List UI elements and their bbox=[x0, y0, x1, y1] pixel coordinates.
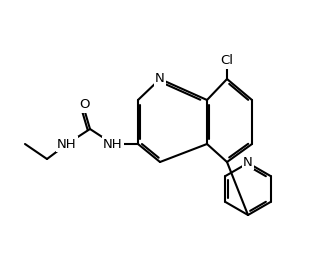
Text: O: O bbox=[80, 98, 90, 112]
Text: NH: NH bbox=[103, 137, 123, 151]
Text: N: N bbox=[155, 72, 165, 86]
Text: Cl: Cl bbox=[220, 54, 234, 68]
Text: NH: NH bbox=[57, 137, 77, 151]
Text: N: N bbox=[243, 155, 253, 169]
